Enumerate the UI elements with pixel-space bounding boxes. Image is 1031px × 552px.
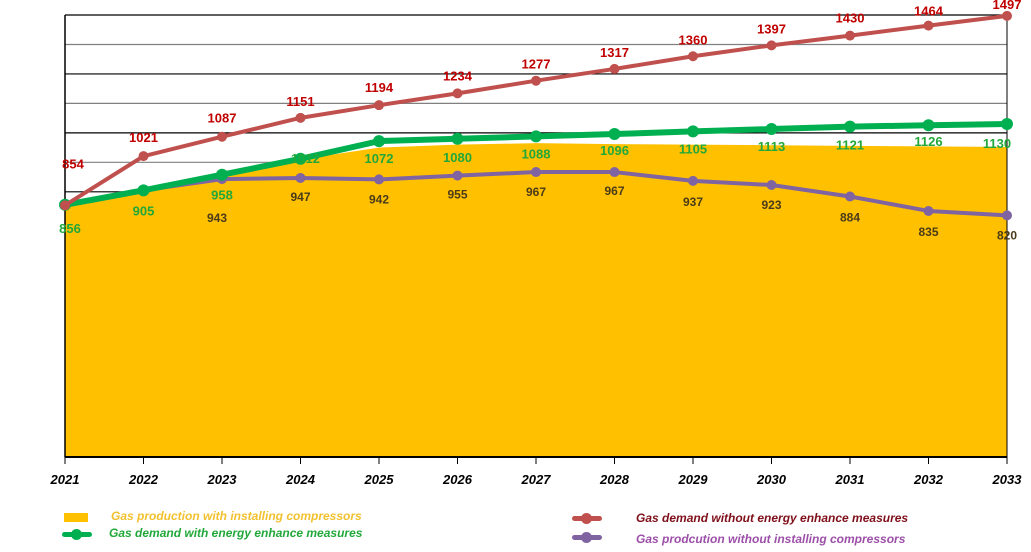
marker-demand-with-measures <box>844 120 856 133</box>
data-label-demand-with-measures: 1096 <box>600 143 629 158</box>
data-label-production-without-compressors: 923 <box>761 198 781 212</box>
x-tick-label: 2029 <box>678 472 709 487</box>
x-tick-label: 2027 <box>521 472 552 487</box>
x-tick-label: 2025 <box>364 472 395 487</box>
data-label-demand-without-measures: 1234 <box>443 68 473 83</box>
x-tick-label: 2021 <box>50 472 80 487</box>
marker-production-without-compressors <box>609 167 620 178</box>
data-label-production-without-compressors: 942 <box>369 192 389 206</box>
data-label-production-without-compressors: 835 <box>918 225 938 239</box>
data-label-demand-with-measures: 958 <box>211 188 233 203</box>
marker-production-without-compressors <box>531 167 541 178</box>
x-tick-label: 2023 <box>207 472 238 487</box>
marker-demand-with-measures <box>451 132 464 145</box>
marker-production-without-compressors <box>374 174 384 185</box>
legend-label: Gas demand without energy enhance measur… <box>636 511 909 525</box>
data-label-demand-with-measures: 1121 <box>836 138 864 153</box>
data-label-production-without-compressors: 967 <box>604 184 624 198</box>
legend-swatch-marker <box>581 532 592 543</box>
marker-demand-without-measures <box>609 63 620 74</box>
data-label-demand-with-measures: 905 <box>133 203 155 218</box>
x-tick-label: 2033 <box>992 472 1023 487</box>
x-tick-label: 2026 <box>442 472 473 487</box>
marker-production-without-compressors <box>923 205 934 216</box>
marker-production-without-compressors <box>766 180 777 191</box>
marker-demand-without-measures <box>688 51 698 62</box>
marker-demand-with-measures <box>137 184 150 197</box>
legend-swatch-area <box>64 513 88 522</box>
data-label-production-without-compressors: 947 <box>290 190 310 204</box>
marker-demand-without-measures <box>531 75 541 86</box>
legend-swatch-marker <box>581 513 592 524</box>
marker-demand-with-measures <box>294 152 307 165</box>
data-label-demand-with-measures: 1105 <box>679 141 707 156</box>
x-tick-label: 2030 <box>756 472 787 487</box>
data-label-production-without-compressors: 943 <box>207 211 227 225</box>
legend-swatch-marker <box>71 529 82 540</box>
data-label-demand-without-measures: 1087 <box>208 111 237 126</box>
data-label-demand-without-measures: 1021 <box>129 130 158 145</box>
x-tick-label: 2031 <box>835 472 865 487</box>
marker-demand-with-measures <box>765 123 778 136</box>
area-production-with-compressors <box>65 143 1007 457</box>
marker-production-without-compressors <box>295 172 306 183</box>
marker-demand-without-measures <box>1002 10 1012 21</box>
marker-demand-without-measures <box>60 200 70 211</box>
marker-demand-with-measures <box>216 168 228 181</box>
data-label-demand-without-measures: 854 <box>62 156 84 171</box>
data-label-demand-with-measures: 1130 <box>983 136 1011 151</box>
data-label-demand-without-measures: 1277 <box>522 57 551 72</box>
marker-demand-with-measures <box>687 125 699 138</box>
marker-demand-without-measures <box>295 112 306 123</box>
marker-demand-with-measures <box>1001 118 1013 131</box>
marker-production-without-compressors <box>1002 210 1012 221</box>
x-tick-label: 2022 <box>128 472 159 487</box>
x-tick-label: 2028 <box>599 472 630 487</box>
marker-demand-without-measures <box>138 151 149 162</box>
legend-label: Gas production with installing compresso… <box>111 509 362 523</box>
marker-production-without-compressors <box>452 170 463 181</box>
data-label-demand-without-measures: 1464 <box>914 4 944 19</box>
x-tick-label: 2032 <box>913 472 944 487</box>
data-label-production-without-compressors: 955 <box>447 188 467 202</box>
data-label-demand-with-measures: 856 <box>59 221 81 236</box>
data-label-demand-without-measures: 1430 <box>836 11 865 26</box>
marker-demand-without-measures <box>923 20 934 31</box>
marker-demand-without-measures <box>217 131 227 142</box>
data-label-demand-without-measures: 1360 <box>679 32 708 47</box>
legend-label: Gas prodcution without installing compre… <box>636 532 906 546</box>
data-label-demand-without-measures: 1397 <box>757 21 786 36</box>
data-label-demand-with-measures: 1088 <box>522 146 551 161</box>
data-label-demand-without-measures: 1497 <box>993 0 1022 12</box>
data-label-demand-with-measures: 1072 <box>365 151 394 166</box>
marker-demand-without-measures <box>374 100 384 111</box>
data-label-demand-without-measures: 1317 <box>600 45 629 60</box>
data-label-demand-with-measures: 1113 <box>758 139 786 154</box>
marker-demand-with-measures <box>922 119 935 132</box>
data-label-demand-without-measures: 1194 <box>365 80 394 95</box>
data-label-production-without-compressors: 967 <box>526 185 546 199</box>
data-label-demand-with-measures: 1012 <box>291 151 320 166</box>
x-tick-label: 2024 <box>285 472 316 487</box>
data-label-demand-with-measures: 1080 <box>443 150 472 165</box>
marker-demand-without-measures <box>766 40 777 51</box>
marker-production-without-compressors <box>845 191 855 202</box>
data-label-demand-without-measures: 1151 <box>286 94 314 109</box>
marker-production-without-compressors <box>688 175 698 186</box>
marker-demand-with-measures <box>373 135 385 148</box>
legend-label: Gas demand with energy enhance measures <box>109 526 363 540</box>
marker-demand-with-measures <box>530 130 542 143</box>
data-label-demand-with-measures: 1126 <box>914 134 942 149</box>
marker-demand-with-measures <box>608 128 621 141</box>
data-label-production-without-compressors: 820 <box>997 228 1017 242</box>
data-label-production-without-compressors: 884 <box>840 211 860 225</box>
data-label-production-without-compressors: 937 <box>683 195 703 209</box>
marker-demand-without-measures <box>452 88 463 99</box>
marker-demand-without-measures <box>845 30 855 41</box>
